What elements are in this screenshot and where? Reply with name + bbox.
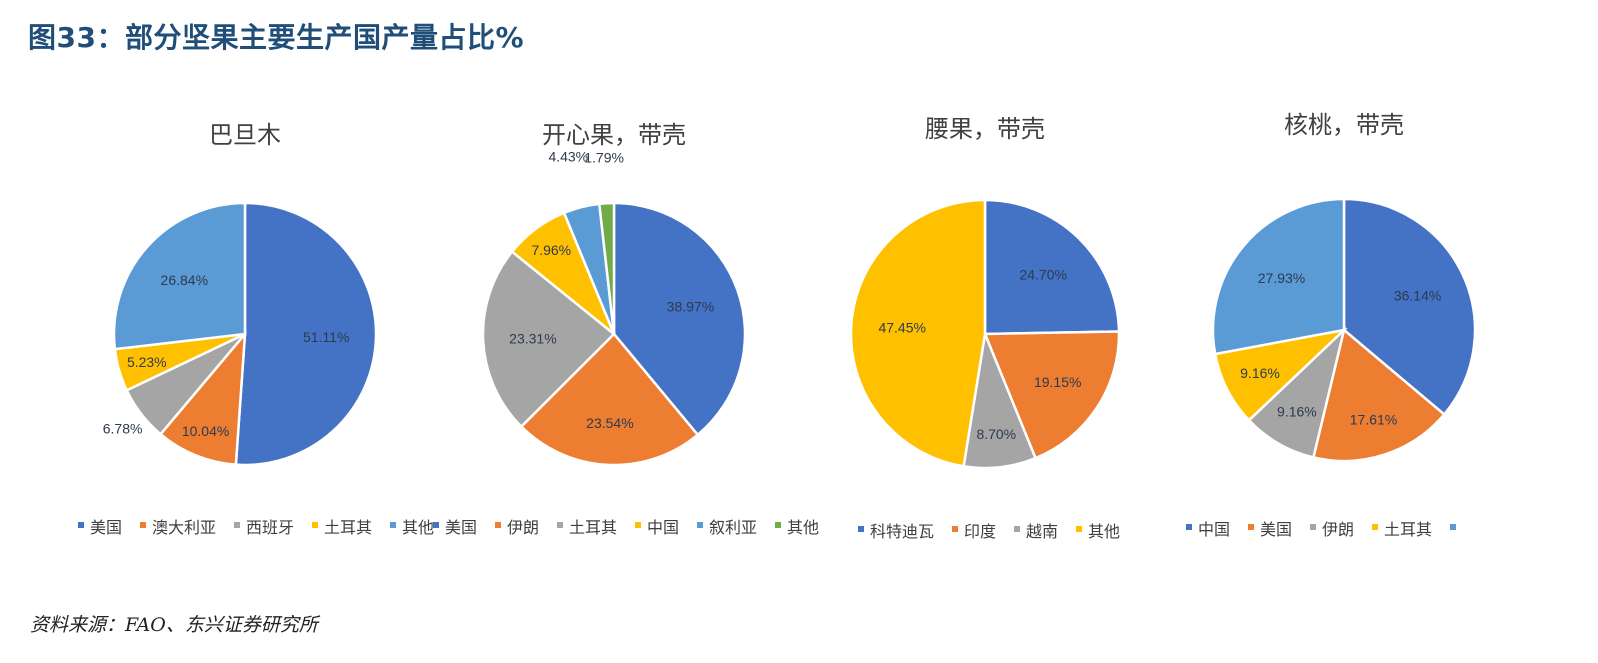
legend-swatch xyxy=(1372,524,1378,530)
data-label: 17.61% xyxy=(1350,412,1397,428)
legend-swatch xyxy=(433,522,439,528)
legend-swatch xyxy=(697,522,703,528)
data-label: 26.84% xyxy=(161,272,208,288)
legend-item-7f8e56fd: 美国 xyxy=(1260,520,1292,539)
legend-item-4e2d56fd: 中国 xyxy=(1198,520,1230,539)
data-label: 5.23% xyxy=(127,354,167,370)
pie-slice xyxy=(983,198,1121,336)
legend-item-53705ea6: 印度 xyxy=(964,522,996,541)
source-note: 资料来源：FAO、东兴证券研究所 xyxy=(30,614,318,636)
legend-swatch xyxy=(557,522,563,528)
data-label: 36.14% xyxy=(1394,288,1441,304)
data-label: 7.96% xyxy=(531,242,571,258)
chart-legend: 科特迪瓦 印度 越南 其他 xyxy=(858,522,1120,541)
legend-item-51764ed6: 其他 xyxy=(402,518,434,537)
legend-item-6fb3592752294e9a: 澳大利亚 xyxy=(152,518,216,537)
data-label: 19.15% xyxy=(1034,374,1081,390)
pie-slice xyxy=(1311,327,1446,463)
legend-item-7f8e56fd: 美国 xyxy=(90,518,122,537)
chart-title: 核桃，带壳 xyxy=(1284,111,1404,139)
data-label: 6.78% xyxy=(103,420,143,436)
data-label: 24.70% xyxy=(1019,267,1066,283)
legend-swatch xyxy=(312,522,318,528)
legend-item-79d172798fea74e6: 科特迪瓦 xyxy=(870,522,934,541)
data-label: 4.43% xyxy=(548,148,588,164)
chart-title: 巴旦木 xyxy=(209,121,281,149)
legend-swatch xyxy=(1186,524,1192,530)
pie-slice xyxy=(481,249,616,429)
legend-item-51764ed6: 其他 xyxy=(787,518,819,537)
legend-item-4f0a6717: 伊朗 xyxy=(507,518,539,537)
pie-slice xyxy=(612,201,747,437)
data-label: 27.93% xyxy=(1258,270,1305,286)
legend-item-4f0a6717: 伊朗 xyxy=(1322,520,1354,539)
legend-item-51764ed6: 其他 xyxy=(1088,522,1120,541)
pie-chart-4: 核桃，带壳 36.14% 17.61% 9.16% 9.16% 27.93% xyxy=(1211,111,1477,463)
legend-item-7f8e56fd: 美国 xyxy=(445,518,477,537)
pie-slice xyxy=(234,201,378,467)
pie-slice xyxy=(1342,197,1477,417)
chart-legend: 美国 伊朗 土耳其 中国 叙利亚 其他 xyxy=(433,518,819,537)
legend-swatch xyxy=(234,522,240,528)
pie-slice xyxy=(983,330,1121,460)
pie-chart-2: 开心果，带壳 38.97% 23.54% 23.31% 7.96% 4.43%1.79% xyxy=(481,121,747,467)
legend-swatch xyxy=(1248,524,1254,530)
legend-swatch xyxy=(140,522,146,528)
legend-swatch xyxy=(390,522,396,528)
legend-swatch xyxy=(952,526,958,532)
legend-swatch xyxy=(1450,524,1456,530)
chart-title: 开心果，带壳 xyxy=(542,121,686,149)
pie-chart-1: 巴旦木 51.11% 10.04% 6.78% 5.23% 26.84% xyxy=(103,121,378,467)
legend-item-897f73ed7259: 西班牙 xyxy=(246,518,294,537)
chart-legend: 中国 美国 伊朗 土耳其 xyxy=(1186,520,1456,539)
chart-legend: 美国 澳大利亚 西班牙 土耳其 其他 xyxy=(78,518,434,537)
legend-item-4e2d56fd: 中国 xyxy=(647,518,679,537)
legend-swatch xyxy=(495,522,501,528)
data-label: 38.97% xyxy=(667,298,714,314)
data-label: 23.54% xyxy=(586,415,633,431)
legend-swatch xyxy=(78,522,84,528)
chart-title: 腰果，带壳 xyxy=(925,115,1045,143)
legend-swatch xyxy=(1014,526,1020,532)
pie-slice xyxy=(1211,197,1346,356)
figure-title: 图33：部分坚果主要生产国产量占比% xyxy=(28,21,525,54)
data-label: 8.70% xyxy=(976,426,1016,442)
legend-swatch xyxy=(858,526,864,532)
pie-slice xyxy=(597,201,616,335)
legend-item-571f80335176: 土耳其 xyxy=(324,518,372,537)
legend-item-53d952294e9a: 叙利亚 xyxy=(709,518,757,537)
data-label: 1.79% xyxy=(584,149,624,165)
legend-swatch xyxy=(1076,526,1082,532)
pie-slice xyxy=(158,330,247,467)
legend-swatch xyxy=(1310,524,1316,530)
data-label: 51.11% xyxy=(303,329,349,345)
legend-item-8d8a5357: 越南 xyxy=(1026,522,1058,541)
pie-slice xyxy=(519,332,700,467)
legend-swatch xyxy=(775,522,781,528)
legend-item-571f80335176: 土耳其 xyxy=(1384,520,1432,539)
data-label: 10.04% xyxy=(182,423,229,439)
data-label: 47.45% xyxy=(878,319,925,335)
pie-slice xyxy=(112,201,247,351)
pie-chart-3: 腰果，带壳 24.70% 19.15% 8.70% 47.45% xyxy=(849,115,1121,470)
data-label: 9.16% xyxy=(1240,365,1280,381)
data-label: 23.31% xyxy=(509,330,556,346)
legend-item-571f80335176: 土耳其 xyxy=(569,518,617,537)
data-label: 9.16% xyxy=(1277,404,1317,420)
legend-swatch xyxy=(635,522,641,528)
pie-slice xyxy=(849,198,987,468)
